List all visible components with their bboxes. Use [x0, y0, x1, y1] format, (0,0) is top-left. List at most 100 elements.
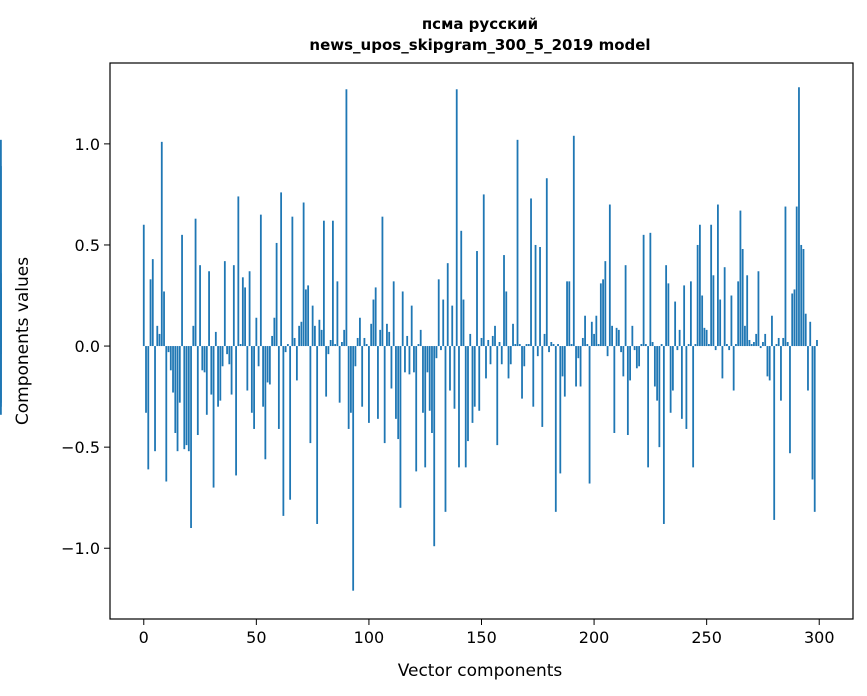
bar-16 [178, 346, 181, 403]
bar-94 [354, 346, 357, 367]
bar-256 [719, 299, 722, 347]
bar-124 [422, 346, 424, 413]
bar-136 [449, 346, 451, 391]
bar-235 [671, 346, 674, 391]
bar-147 [473, 346, 476, 407]
bar-228 [656, 346, 659, 401]
bar-290 [795, 206, 798, 347]
bar-91 [347, 346, 350, 429]
bar-237 [676, 346, 679, 351]
bar-219 [635, 346, 638, 369]
bar-138 [453, 346, 456, 409]
bar-43 [239, 344, 242, 347]
bar-85 [334, 344, 337, 347]
bar-231 [662, 346, 665, 524]
bar-26 [201, 346, 204, 371]
bar-4 [151, 259, 154, 347]
bar-233 [667, 283, 670, 347]
bar-169 [523, 346, 526, 367]
x-axis-label: Vector components [398, 661, 563, 681]
bar-279 [771, 315, 773, 347]
bar-156 [494, 325, 496, 347]
bar-183 [554, 346, 557, 512]
bar-10 [165, 346, 168, 482]
bar-196 [584, 315, 586, 347]
bar-160 [503, 255, 505, 347]
bar-23 [194, 218, 197, 347]
bar-8 [160, 141, 163, 347]
bar-270 [750, 344, 753, 347]
bar-158 [498, 342, 501, 347]
bar-286 [786, 342, 789, 347]
bar-120 [413, 346, 415, 373]
bar-210 [615, 327, 618, 347]
x-tick-label: 250 [691, 628, 722, 647]
bar-110 [390, 346, 393, 389]
bar-126 [426, 346, 429, 373]
bar-99 [365, 344, 368, 347]
bar-132 [440, 346, 442, 351]
bar-282 [777, 337, 780, 347]
bar-251 [708, 344, 710, 347]
bar-106 [381, 216, 384, 347]
bar-89 [343, 329, 346, 347]
bar-129 [433, 346, 436, 547]
bar-32 [214, 331, 217, 347]
bar-265 [739, 210, 742, 347]
bar-148 [476, 251, 478, 347]
bar-293 [802, 249, 805, 347]
bar-180 [548, 346, 550, 353]
bar-172 [530, 198, 532, 347]
bar-37 [226, 346, 228, 355]
bar-287 [789, 346, 791, 454]
bar-102 [372, 299, 375, 347]
bar-70 [300, 321, 303, 347]
y-tick-label: 0.5 [75, 236, 100, 255]
bar-215 [626, 346, 629, 436]
bar-238 [678, 329, 681, 347]
bar-24 [196, 346, 199, 436]
x-tick-label: 50 [246, 628, 266, 647]
bar-244 [692, 346, 695, 468]
bar-30 [210, 346, 213, 395]
bar-195 [581, 337, 584, 347]
bar-98 [363, 337, 366, 347]
bar-264 [737, 281, 740, 347]
bar-267 [744, 325, 746, 347]
bar-116 [404, 346, 406, 373]
bar-297 [811, 346, 814, 480]
bar-11 [167, 346, 170, 353]
bar-14 [174, 346, 177, 433]
bar-86 [336, 281, 339, 347]
bar-130 [435, 346, 438, 359]
y-axis-label: Components values [13, 257, 33, 425]
bar-269 [748, 339, 751, 347]
bar-49 [253, 346, 255, 429]
bar-125 [424, 346, 427, 468]
bar-90 [345, 89, 348, 347]
bar-221 [640, 344, 643, 347]
bar-188 [566, 281, 568, 347]
bar-123 [419, 329, 422, 347]
bar-263 [735, 344, 737, 347]
bar-54 [264, 346, 267, 460]
bar-12 [169, 346, 172, 371]
bar-55 [266, 346, 269, 383]
bar-62 [282, 346, 285, 516]
bar-253 [712, 275, 715, 347]
bar-260 [728, 346, 731, 351]
x-tick-label: 200 [579, 628, 610, 647]
bar-48 [250, 346, 253, 413]
bar-246 [696, 244, 699, 347]
bar-122 [417, 344, 420, 347]
x-tick-label: 150 [466, 628, 497, 647]
bar-187 [563, 346, 566, 397]
bar-100 [368, 346, 370, 423]
bar-40 [232, 265, 235, 347]
bar-undefined [0, 166, 2, 347]
bar-299 [816, 339, 818, 347]
bar-97 [361, 346, 364, 407]
bar-186 [561, 346, 564, 377]
bar-216 [629, 346, 631, 381]
bar-223 [644, 344, 647, 347]
